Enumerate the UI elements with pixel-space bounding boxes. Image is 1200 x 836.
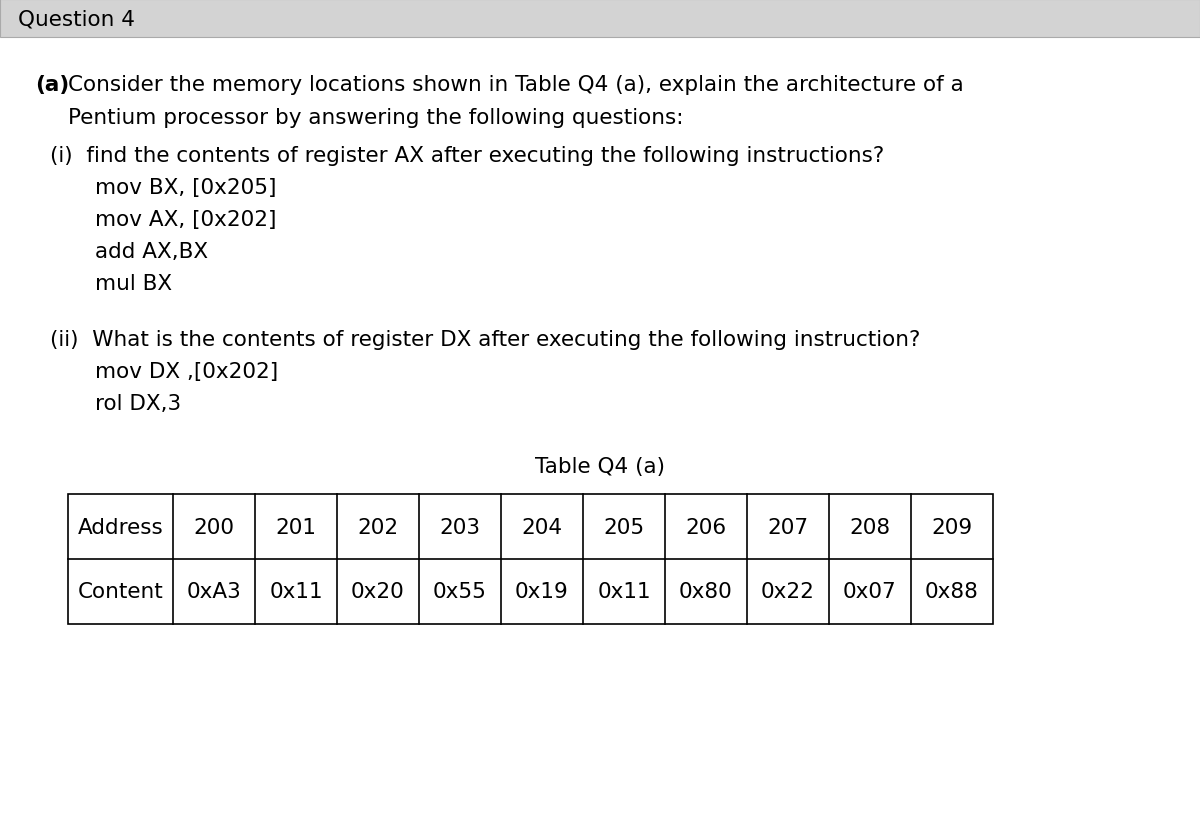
Text: 201: 201 [276,517,317,537]
Text: mov AX, [0x202]: mov AX, [0x202] [95,210,276,230]
Text: Address: Address [78,517,163,537]
Text: Pentium processor by answering the following questions:: Pentium processor by answering the follo… [68,108,684,128]
Text: (ii)  What is the contents of register DX after executing the following instruct: (ii) What is the contents of register DX… [50,329,920,349]
Text: 0x11: 0x11 [269,582,323,602]
Text: mov DX ,[0x202]: mov DX ,[0x202] [95,361,278,381]
Text: Consider the memory locations shown in Table Q4 (a), explain the architecture of: Consider the memory locations shown in T… [68,75,964,95]
Text: Table Q4 (a): Table Q4 (a) [535,456,665,477]
Text: 205: 205 [604,517,644,537]
Text: 0x11: 0x11 [598,582,650,602]
Text: 0x19: 0x19 [515,582,569,602]
Text: add AX,BX: add AX,BX [95,242,208,262]
Text: 0x88: 0x88 [925,582,979,602]
Text: 0x80: 0x80 [679,582,733,602]
Text: mov BX, [0x205]: mov BX, [0x205] [95,178,276,198]
Text: 0x55: 0x55 [433,582,487,602]
Text: (i)  find the contents of register AX after executing the following instructions: (i) find the contents of register AX aft… [50,145,884,166]
Bar [68,494,994,624]
Text: 209: 209 [931,517,972,537]
Text: 202: 202 [358,517,398,537]
Text: 208: 208 [850,517,890,537]
Text: 0x22: 0x22 [761,582,815,602]
Text: 200: 200 [193,517,234,537]
Text: 0x20: 0x20 [352,582,404,602]
Bar [0,0,1200,38]
Text: (a): (a) [35,75,70,95]
Text: 207: 207 [768,517,809,537]
Text: Content: Content [78,582,163,602]
Text: 204: 204 [522,517,563,537]
Text: rol DX,3: rol DX,3 [95,394,181,414]
Text: 0xA3: 0xA3 [187,582,241,602]
Text: 0x07: 0x07 [844,582,896,602]
Text: mul BX: mul BX [95,273,172,293]
Text: 206: 206 [685,517,726,537]
Text: 203: 203 [439,517,480,537]
Text: Question 4: Question 4 [18,9,134,29]
